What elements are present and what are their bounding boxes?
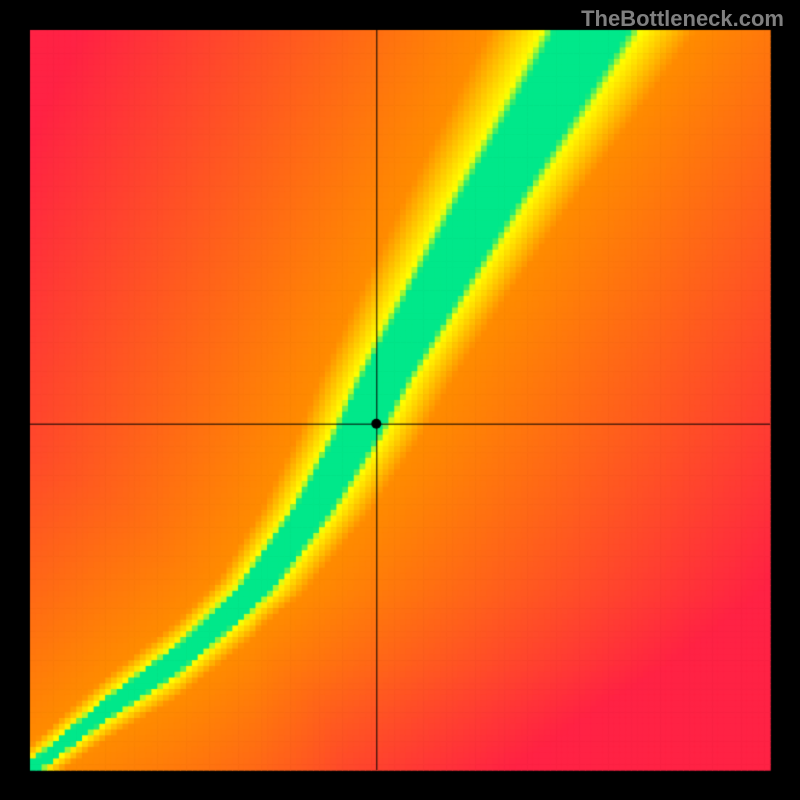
bottleneck-heatmap: [0, 0, 800, 800]
watermark-text: TheBottleneck.com: [581, 6, 784, 32]
chart-container: TheBottleneck.com: [0, 0, 800, 800]
